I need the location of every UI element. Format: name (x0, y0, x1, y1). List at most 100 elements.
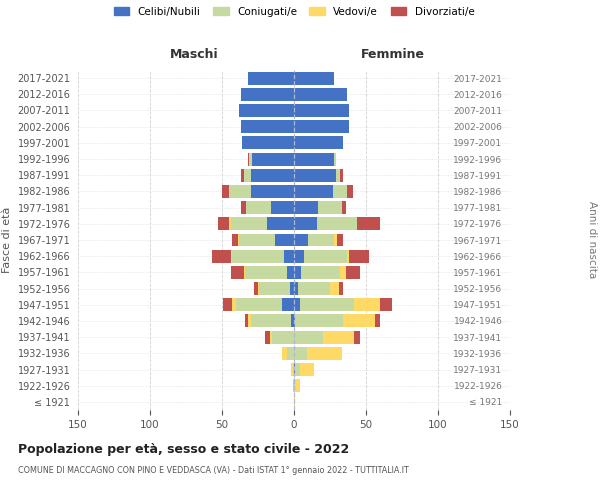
Bar (294, 201, 319, 214)
Bar (300, 363, 314, 376)
Bar (294, 136, 343, 149)
Bar (340, 266, 346, 279)
Bar (294, 88, 347, 101)
Bar (295, 379, 300, 392)
Bar (266, 218, 294, 230)
Bar (241, 88, 294, 101)
Bar (232, 234, 238, 246)
Bar (380, 298, 392, 311)
Bar (275, 234, 294, 246)
Bar (283, 298, 294, 311)
Bar (319, 201, 341, 214)
Bar (337, 234, 343, 246)
Bar (295, 314, 343, 328)
Bar (244, 266, 245, 279)
Bar (323, 330, 355, 344)
Bar (294, 250, 304, 262)
Bar (340, 169, 343, 181)
Bar (229, 185, 251, 198)
Bar (258, 282, 259, 295)
Bar (343, 314, 374, 328)
Bar (251, 185, 294, 198)
Bar (265, 330, 269, 344)
Bar (346, 266, 360, 279)
Bar (242, 136, 294, 149)
Bar (293, 363, 294, 376)
Bar (294, 330, 323, 344)
Bar (294, 104, 349, 117)
Bar (239, 104, 294, 117)
Bar (295, 363, 300, 376)
Bar (330, 282, 338, 295)
Bar (308, 234, 334, 246)
Bar (272, 330, 294, 344)
Bar (241, 120, 294, 133)
Bar (230, 250, 232, 262)
Bar (338, 282, 343, 295)
Bar (294, 298, 300, 311)
Bar (244, 169, 251, 181)
Bar (236, 298, 283, 311)
Bar (294, 234, 308, 246)
Bar (298, 282, 330, 295)
Bar (271, 201, 294, 214)
Y-axis label: Fasce di età: Fasce di età (2, 207, 12, 273)
Bar (294, 169, 336, 181)
Bar (212, 250, 230, 262)
Bar (336, 169, 340, 181)
Bar (347, 250, 349, 262)
Bar (294, 120, 349, 133)
Bar (341, 201, 346, 214)
Bar (269, 330, 272, 344)
Bar (307, 347, 341, 360)
Bar (250, 152, 252, 166)
Text: Anni di nascita: Anni di nascita (587, 202, 597, 278)
Bar (349, 250, 369, 262)
Bar (294, 185, 333, 198)
Bar (355, 298, 380, 311)
Text: Femmine: Femmine (361, 48, 425, 62)
Bar (284, 250, 294, 262)
Bar (294, 363, 295, 376)
Bar (223, 298, 232, 311)
Bar (294, 396, 295, 408)
Bar (218, 218, 229, 230)
Bar (251, 169, 294, 181)
Bar (251, 314, 291, 328)
Bar (301, 266, 340, 279)
Bar (247, 201, 271, 214)
Bar (333, 185, 347, 198)
Bar (229, 218, 230, 230)
Bar (304, 250, 347, 262)
Bar (287, 347, 294, 360)
Bar (294, 282, 298, 295)
Bar (334, 152, 336, 166)
Bar (238, 234, 239, 246)
Bar (294, 347, 307, 360)
Text: Maschi: Maschi (170, 48, 219, 62)
Bar (294, 72, 334, 85)
Bar (317, 218, 358, 230)
Bar (291, 314, 294, 328)
Bar (294, 218, 317, 230)
Bar (230, 218, 266, 230)
Bar (294, 152, 334, 166)
Bar (254, 282, 258, 295)
Bar (294, 314, 295, 328)
Bar (334, 234, 337, 246)
Bar (248, 72, 294, 85)
Bar (358, 218, 380, 230)
Bar (300, 298, 355, 311)
Bar (355, 330, 360, 344)
Bar (294, 266, 301, 279)
Bar (241, 201, 247, 214)
Bar (293, 379, 294, 392)
Text: Popolazione per età, sesso e stato civile - 2022: Popolazione per età, sesso e stato civil… (18, 442, 349, 456)
Bar (374, 314, 380, 328)
Bar (252, 152, 294, 166)
Bar (232, 298, 236, 311)
Bar (230, 266, 244, 279)
Bar (245, 314, 248, 328)
Bar (222, 185, 229, 198)
Bar (248, 152, 250, 166)
